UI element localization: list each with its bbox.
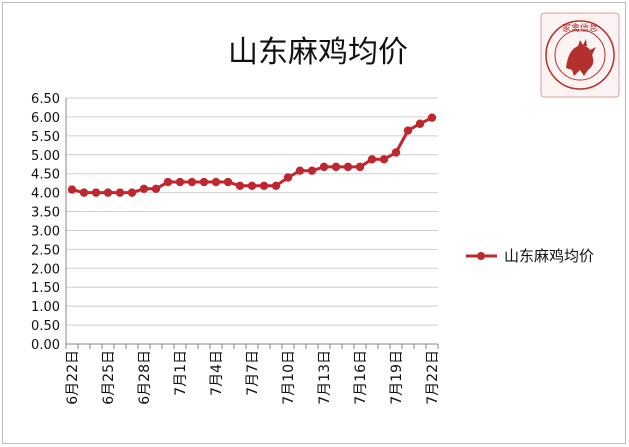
- data-point: [91, 188, 101, 197]
- data-point: [247, 181, 257, 191]
- data-point: [355, 162, 365, 172]
- y-tick-label: 2.50: [31, 243, 60, 258]
- y-tick-label: 4.50: [31, 168, 60, 183]
- data-point: [163, 177, 173, 187]
- y-tick-label: 0.50: [31, 319, 60, 334]
- rooster-comb-icon: [578, 39, 587, 46]
- y-tick-label: 1.00: [31, 300, 60, 315]
- legend-marker: [477, 252, 485, 260]
- data-point: [199, 177, 209, 187]
- data-point: [259, 181, 269, 191]
- data-point: [271, 181, 281, 191]
- data-point: [319, 162, 329, 172]
- seal-ring-inner: [554, 29, 606, 81]
- y-axis: 0.00 0.50 1.00 1.50 2.00 2.50 3.00 3.50 4.00 4.50…: [31, 92, 60, 353]
- data-point: [127, 188, 137, 197]
- y-tick-label: 5.50: [31, 130, 60, 145]
- data-point: [187, 177, 197, 187]
- y-tick-label: 0.00: [31, 338, 60, 353]
- data-point: [379, 155, 389, 164]
- data-point: [391, 148, 401, 157]
- data-point: [415, 119, 425, 128]
- y-tick-label: 4.00: [31, 187, 60, 202]
- x-tick-label: 7月7日: [245, 350, 261, 396]
- seal-text: 家禽信息: [562, 22, 598, 34]
- data-point: [211, 177, 221, 187]
- x-tick-label: 7月1日: [173, 350, 189, 396]
- rooster-icon: [566, 45, 596, 76]
- publisher-seal: 家禽信息: [540, 12, 620, 98]
- data-point: [235, 181, 245, 191]
- x-tick-label: 7月22日: [425, 350, 441, 405]
- y-tick-label: 3.00: [31, 224, 60, 239]
- data-point: [115, 188, 125, 197]
- x-tick-label: 6月28日: [137, 350, 153, 405]
- x-tick-label: 7月16日: [353, 350, 369, 405]
- data-point: [295, 166, 305, 175]
- data-point: [103, 188, 113, 197]
- y-tick-label: 1.50: [31, 281, 60, 296]
- y-tick-label: 5.00: [31, 149, 60, 164]
- data-point: [175, 177, 185, 187]
- x-tick-label: 6月25日: [101, 350, 117, 405]
- y-tick-label: 6.50: [31, 92, 60, 107]
- y-tick-label: 3.50: [31, 206, 60, 221]
- data-point: [343, 162, 353, 172]
- x-tick-label: 7月10日: [281, 350, 297, 405]
- chart-grid: [66, 97, 438, 345]
- data-point: [403, 126, 413, 135]
- data-point: [67, 185, 77, 194]
- data-point: [139, 184, 149, 194]
- x-axis: 6月22日 6月25日 6月28日 7月1日 7月4日 7月7日 7月10日 7月13日 7月1…: [65, 98, 441, 405]
- data-point: [79, 188, 89, 197]
- y-tick-label: 6.00: [31, 111, 60, 126]
- data-point: [151, 184, 161, 194]
- seal-ring-outer: [545, 20, 615, 90]
- data-point: [367, 155, 377, 164]
- y-tick-label: 2.00: [31, 262, 60, 277]
- x-tick-label: 7月4日: [209, 350, 225, 396]
- x-tick-label: 7月19日: [389, 350, 405, 405]
- data-point: [307, 166, 317, 175]
- chart-title: 山东麻鸡均价: [228, 35, 408, 70]
- legend: 山东麻鸡均价: [466, 247, 594, 265]
- legend-label: 山东麻鸡均价: [504, 247, 594, 265]
- data-point: [427, 113, 437, 122]
- data-point: [223, 177, 233, 187]
- data-point: [331, 162, 341, 172]
- x-tick-label: 6月22日: [65, 350, 81, 405]
- series-layer: [67, 113, 437, 197]
- data-point: [283, 173, 293, 182]
- x-tick-label: 7月13日: [317, 350, 333, 405]
